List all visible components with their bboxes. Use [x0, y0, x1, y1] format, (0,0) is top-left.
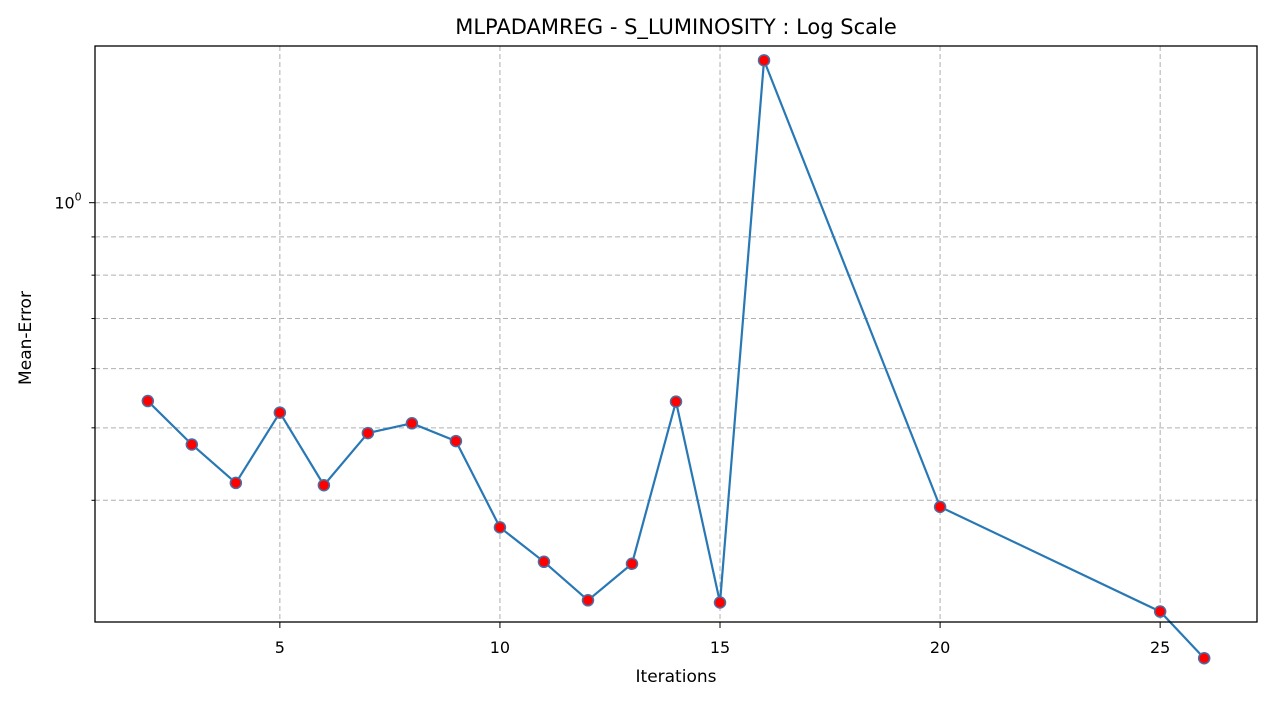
x-tick-label: 20: [930, 638, 950, 657]
plot-frame: [94, 45, 1258, 623]
data-point: [361, 426, 375, 440]
data-point: [1153, 605, 1167, 618]
data-point: [449, 434, 463, 448]
data-point: [757, 54, 771, 67]
x-axis-label: Iterations: [636, 667, 717, 687]
y-axis-label: Mean-Error: [16, 291, 36, 385]
chart-title: MLPADAMREG - S_LUMINOSITY : Log Scale: [455, 15, 897, 40]
x-tick-label: 15: [710, 638, 730, 657]
data-point: [1197, 651, 1211, 665]
data-point: [493, 521, 507, 534]
data-point: [141, 394, 155, 408]
grid-layer: [95, 46, 1257, 622]
data-point: [669, 395, 683, 408]
data-point: [933, 500, 947, 514]
y-tick-label: 100: [54, 191, 81, 213]
data-point: [581, 594, 595, 607]
data-point: [713, 596, 727, 609]
y-tick-label-exponent: 0: [75, 191, 82, 204]
y-tick-label-base: 10: [54, 194, 74, 213]
series-line: [147, 59, 1205, 659]
data-point: [229, 476, 243, 490]
data-point: [185, 438, 199, 451]
x-tick-label: 25: [1150, 638, 1170, 657]
x-tick-label: 10: [490, 638, 510, 657]
data-point: [405, 417, 419, 430]
data-point: [625, 557, 639, 571]
data-point: [273, 406, 287, 419]
x-tick-label: 5: [275, 638, 285, 657]
data-point: [537, 555, 551, 569]
series-layer: [141, 54, 1211, 665]
data-point: [317, 478, 331, 492]
